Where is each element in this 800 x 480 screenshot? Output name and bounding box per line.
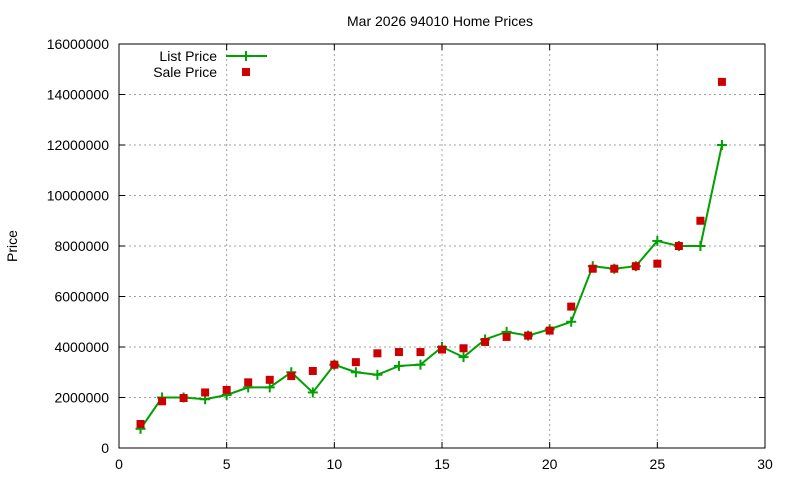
x-tick-label: 15: [434, 456, 450, 472]
square-marker-icon: [373, 349, 382, 358]
square-marker-icon: [567, 302, 576, 311]
y-axis-label: Price: [4, 230, 20, 262]
square-marker-icon: [416, 348, 425, 357]
square-marker-icon: [717, 77, 726, 86]
x-tick-label: 20: [542, 456, 558, 472]
square-marker-icon: [588, 264, 597, 273]
square-marker-icon: [222, 385, 231, 394]
x-tick-label: 5: [223, 456, 231, 472]
square-marker-icon: [242, 68, 250, 76]
x-tick-label: 25: [650, 456, 666, 472]
square-marker-icon: [696, 216, 705, 225]
square-marker-icon: [524, 331, 533, 340]
legend-label: Sale Price: [153, 64, 217, 80]
square-marker-icon: [287, 372, 296, 381]
y-tick-label: 16000000: [47, 36, 110, 52]
grid-lines: [119, 44, 765, 448]
square-marker-icon: [674, 242, 683, 250]
square-marker-icon: [179, 394, 188, 403]
square-marker-icon: [394, 348, 403, 357]
x-tick-label: 0: [115, 456, 123, 472]
square-marker-icon: [631, 262, 640, 271]
square-marker-icon: [502, 332, 511, 341]
axes: 0 5 10 15 20 25 30 0 2000000 4000000 6000000 800000…: [47, 36, 773, 472]
square-marker-icon: [545, 326, 554, 335]
series-line: [139, 144, 723, 430]
y-tick-label: 12000000: [47, 137, 110, 153]
square-marker-icon: [481, 337, 490, 346]
legend-label: List Price: [159, 48, 217, 64]
chart-title: Mar 2026 94010 Home Prices: [347, 13, 533, 29]
x-tick-label: 10: [327, 456, 343, 472]
y-tick-label: 10000000: [47, 188, 110, 204]
square-marker-icon: [438, 345, 446, 354]
square-marker-icon: [265, 375, 274, 384]
square-marker-icon: [330, 360, 339, 369]
y-tick-label: 14000000: [47, 87, 110, 103]
y-tick-label: 4000000: [54, 339, 109, 355]
square-marker-icon: [459, 344, 468, 353]
square-marker-icon: [653, 259, 662, 268]
y-tick-label: 6000000: [54, 289, 109, 305]
series-layer: [135, 77, 727, 434]
square-marker-icon: [244, 378, 253, 387]
square-marker-icon: [158, 397, 167, 406]
square-marker-icon: [201, 388, 210, 397]
x-tick-label: 30: [757, 456, 773, 472]
square-marker-icon: [351, 358, 360, 367]
square-marker-icon: [136, 420, 145, 429]
y-tick-label: 8000000: [54, 238, 109, 254]
square-marker-icon: [610, 264, 619, 273]
series-sale-price: [136, 77, 726, 429]
y-tick-label: 2000000: [54, 390, 109, 406]
square-marker-icon: [308, 366, 317, 375]
y-tick-label: 0: [101, 440, 109, 456]
